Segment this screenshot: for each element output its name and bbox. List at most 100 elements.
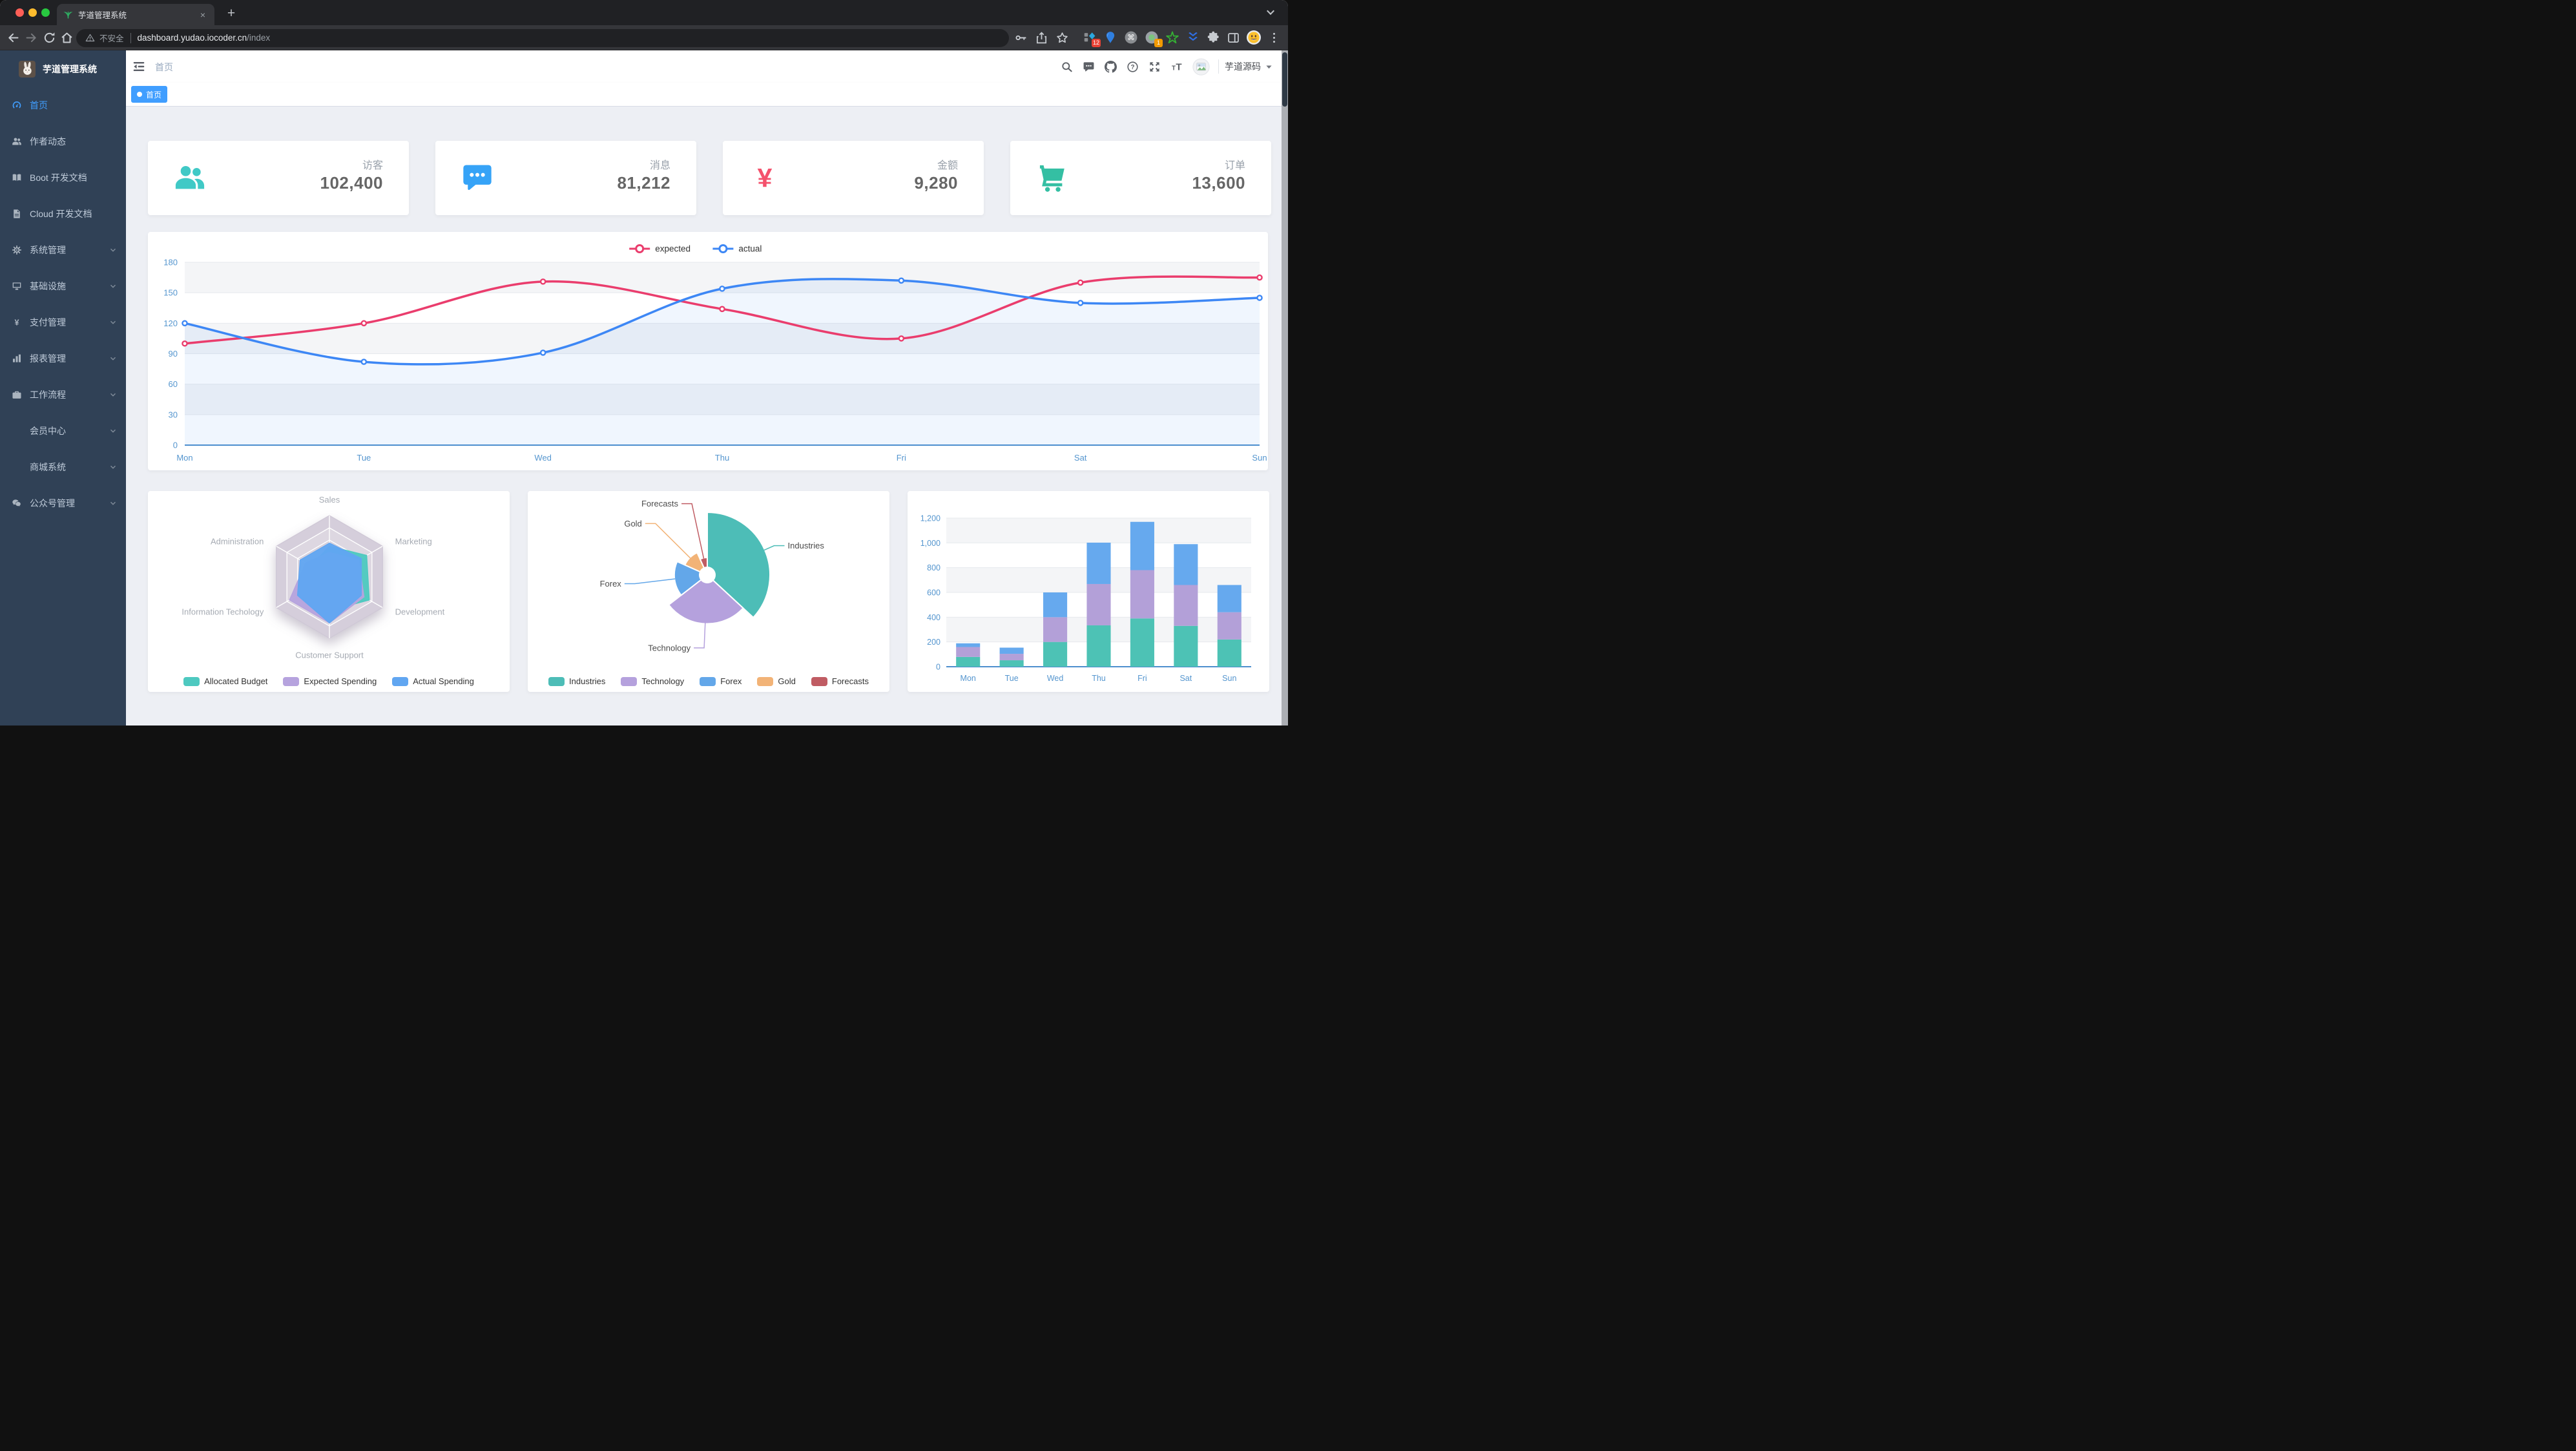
navbar-actions: ? T T 芋道源码 (1055, 50, 1272, 83)
extension-grid-diamond-icon[interactable]: 12 (1083, 30, 1101, 47)
sidebar-item-4[interactable]: 系统管理 (0, 232, 126, 268)
browser-tab[interactable]: 芋道管理系统 × (57, 4, 214, 25)
tag-0[interactable]: 首页 (131, 86, 168, 103)
scrollbar-thumb[interactable] (1282, 52, 1287, 107)
back-icon[interactable] (6, 31, 20, 45)
browser-menu-icon[interactable] (1267, 31, 1281, 45)
question-button[interactable]: ? (1121, 50, 1143, 83)
share-icon[interactable] (1035, 31, 1048, 45)
svg-text:¥: ¥ (14, 318, 19, 327)
address-bar[interactable]: 不安全 dashboard.yudao.iocoder.cn/index (76, 28, 1009, 47)
legend-item-Technology[interactable]: Technology (621, 676, 684, 686)
legend-swatch (283, 676, 300, 686)
user-avatar[interactable] (1192, 57, 1210, 76)
sidebar-item-5[interactable]: 基础设施 (0, 268, 126, 304)
stat-label: 订单 (1224, 160, 1245, 171)
chevron-down-icon (109, 391, 117, 399)
extension-blue-chevrons-icon[interactable] (1186, 30, 1200, 45)
username[interactable]: 芋道源码 (1225, 61, 1261, 72)
maximize-window-button[interactable] (41, 8, 50, 17)
weekly-stacked-bar-chart[interactable]: 0 200 400 600 800 1,000 1,200 Mon Tue Wed Thu Fri Sa… (908, 491, 1269, 692)
svg-text:0: 0 (936, 663, 940, 672)
legend-item-Forecasts[interactable]: Forecasts (811, 676, 869, 686)
close-window-button[interactable] (16, 8, 24, 17)
sidebar-item-1[interactable]: 作者动态 (0, 123, 126, 160)
pie-chart-card: Industries Technology Forex Gold Forecasts I… (528, 491, 889, 692)
legend-item-Gold[interactable]: Gold (757, 676, 796, 686)
home-icon[interactable] (60, 31, 74, 45)
extension-balloon-icon[interactable] (1103, 30, 1117, 45)
stat-card-3[interactable]: 订单 13,600 (1010, 141, 1271, 215)
breadcrumb[interactable]: 首页 (155, 62, 173, 72)
sidebar-item-11[interactable]: 公众号管理 (0, 485, 126, 521)
legend-item-expected[interactable]: expected (629, 244, 691, 254)
legend-swatch (548, 676, 565, 686)
sidebar-item-10[interactable]: 商城系统 (0, 449, 126, 485)
extension-green-star-icon[interactable] (1165, 30, 1179, 45)
sidebar-item-6[interactable]: ¥ 支付管理 (0, 304, 126, 340)
svg-text:Sun: Sun (1222, 674, 1236, 683)
forward-icon[interactable] (25, 31, 38, 45)
legend-item-Actual Spending[interactable]: Actual Spending (392, 676, 474, 686)
sidebar-item-label: 系统管理 (30, 245, 66, 255)
budget-radar-chart[interactable]: Sales Administration Information Techology… (148, 491, 510, 674)
tag-active-dot (137, 92, 142, 97)
legend-label: Allocated Budget (204, 676, 268, 686)
svg-text:T: T (1176, 61, 1182, 72)
profile-avatar[interactable] (1246, 30, 1262, 45)
browser-tab-strip: 芋道管理系统 × + (0, 0, 1288, 25)
legend-swatch (183, 676, 200, 686)
side-panel-icon[interactable] (1227, 31, 1240, 45)
new-tab-button[interactable]: + (227, 6, 236, 21)
caret-down-icon[interactable] (1265, 63, 1272, 70)
fullscreen-button[interactable] (1143, 50, 1165, 83)
tags-view-bar: 首页 (126, 83, 1282, 107)
weekly-trend-line-chart[interactable]: 0 30 60 90 120 150 180 Mon Tue Wed Thu Fri Sat Sun exp… (148, 232, 1268, 470)
sidebar-item-3[interactable]: Cloud 开发文档 (0, 196, 126, 232)
svg-text:Fri: Fri (1137, 674, 1147, 683)
svg-text:Sales: Sales (319, 495, 340, 505)
divider (130, 32, 131, 43)
reload-icon[interactable] (43, 31, 56, 45)
sidebar-item-2[interactable]: Boot 开发文档 (0, 160, 126, 196)
legend-item-actual[interactable]: actual (712, 244, 762, 254)
svg-text:T: T (1171, 65, 1175, 72)
tab-search-chevron-icon[interactable] (1265, 6, 1276, 18)
hamburger-icon[interactable] (132, 59, 146, 74)
extensions-puzzle-icon[interactable] (1207, 31, 1220, 45)
document-icon (12, 209, 22, 219)
legend-item-Forex[interactable]: Forex (700, 676, 742, 686)
chevron-down-icon (109, 355, 117, 362)
svg-text:Administration: Administration (211, 536, 264, 546)
minimize-window-button[interactable] (28, 8, 37, 17)
pie-legend: Industries Technology Forex Gold Forecasts (528, 676, 889, 686)
svg-text:150: 150 (163, 288, 178, 298)
legend-item-Expected Spending[interactable]: Expected Spending (283, 676, 377, 686)
sector-pie-chart[interactable]: Industries Technology Forex Gold Forecasts (528, 491, 889, 674)
sidebar-item-8[interactable]: 工作流程 (0, 377, 126, 413)
stat-card-0[interactable]: 访客 102,400 (148, 141, 409, 215)
extension-command-icon[interactable]: ⌘ (1124, 30, 1138, 45)
stat-card-2[interactable]: ¥ 金额 9,280 (723, 141, 984, 215)
extension-circle-dot-icon[interactable]: 1 (1145, 30, 1163, 47)
sidebar-item-label: 首页 (30, 100, 48, 110)
page-scrollbar[interactable] (1282, 50, 1288, 725)
sidebar-item-7[interactable]: 报表管理 (0, 340, 126, 377)
github-button[interactable] (1099, 50, 1121, 83)
app-logo[interactable]: 芋道管理系统 (0, 50, 126, 87)
sidebar-item-0[interactable]: 首页 (0, 87, 126, 123)
github-icon (1104, 60, 1117, 73)
legend-item-Industries[interactable]: Industries (548, 676, 605, 686)
search-button[interactable] (1055, 50, 1077, 83)
sidebar-item-9[interactable]: 会员中心 (0, 413, 126, 449)
password-key-icon[interactable] (1014, 31, 1028, 45)
bookmark-star-icon[interactable] (1055, 31, 1069, 45)
stat-card-1[interactable]: 消息 81,212 (435, 141, 696, 215)
extension-badge: 12 (1091, 39, 1101, 47)
site-favicon (63, 10, 73, 19)
svg-text:180: 180 (163, 258, 178, 267)
legend-item-Allocated Budget[interactable]: Allocated Budget (183, 676, 267, 686)
tab-close-icon[interactable]: × (200, 9, 206, 20)
message-button[interactable] (1077, 50, 1099, 83)
